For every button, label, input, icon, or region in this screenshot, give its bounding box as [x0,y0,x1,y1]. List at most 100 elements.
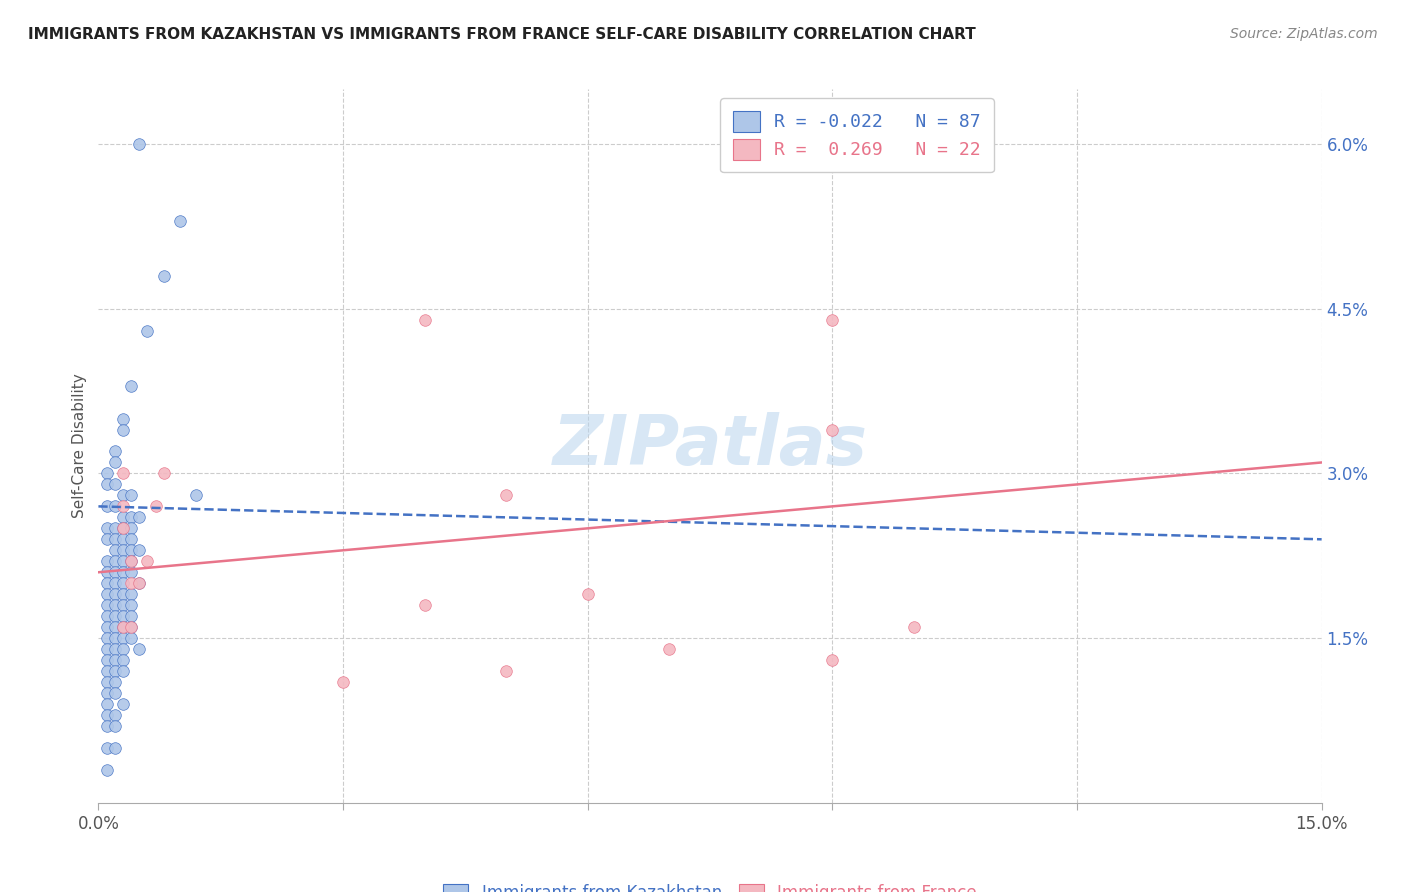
Point [120,566,142,580]
Point [111,423,134,437]
Point [96,620,118,634]
Point [104,620,127,634]
Point [96,664,118,678]
Point [104,642,127,657]
Point [96,653,118,667]
Point [111,488,134,502]
Point [821,312,844,326]
Point [120,620,142,634]
Point [120,378,142,392]
Point [96,697,118,711]
Point [96,554,118,568]
Point [104,576,127,591]
Point [111,631,134,645]
Point [658,642,681,657]
Point [332,675,354,690]
Point [186,488,208,502]
Point [120,533,142,547]
Point [128,137,150,152]
Point [96,763,118,777]
Point [96,533,118,547]
Point [104,587,127,601]
Point [104,609,127,624]
Point [120,587,142,601]
Point [104,521,127,535]
Point [136,554,159,568]
Point [413,598,436,612]
Point [96,566,118,580]
Point [128,576,150,591]
Point [111,664,134,678]
Point [136,324,159,338]
Point [111,587,134,601]
Point [96,631,118,645]
Point [104,500,127,514]
Point [96,477,118,491]
Point [104,598,127,612]
Point [104,653,127,667]
Point [152,268,174,283]
Y-axis label: Self-Care Disability: Self-Care Disability [72,374,87,518]
Point [104,708,127,723]
Point [120,521,142,535]
Point [111,576,134,591]
Point [111,620,134,634]
Point [120,554,142,568]
Point [111,653,134,667]
Point [104,686,127,700]
Point [111,609,134,624]
Point [111,642,134,657]
Point [96,576,118,591]
Point [104,740,127,755]
Point [104,533,127,547]
Point [96,587,118,601]
Point [821,423,844,437]
Point [104,719,127,733]
Point [169,214,191,228]
Point [120,576,142,591]
Point [152,467,174,481]
Point [120,488,142,502]
Point [96,708,118,723]
Point [145,500,167,514]
Point [495,488,517,502]
Point [104,455,127,469]
Point [111,411,134,425]
Point [111,543,134,558]
Text: Source: ZipAtlas.com: Source: ZipAtlas.com [1230,27,1378,41]
Point [96,609,118,624]
Point [111,566,134,580]
Point [495,664,517,678]
Point [104,631,127,645]
Point [96,521,118,535]
Point [413,312,436,326]
Point [111,510,134,524]
Point [96,467,118,481]
Point [903,620,925,634]
Legend: Immigrants from Kazakhstan, Immigrants from France: Immigrants from Kazakhstan, Immigrants f… [434,875,986,892]
Point [128,510,150,524]
Point [111,467,134,481]
Text: IMMIGRANTS FROM KAZAKHSTAN VS IMMIGRANTS FROM FRANCE SELF-CARE DISABILITY CORREL: IMMIGRANTS FROM KAZAKHSTAN VS IMMIGRANTS… [28,27,976,42]
Point [111,697,134,711]
Point [111,620,134,634]
Point [111,554,134,568]
Point [104,675,127,690]
Point [96,500,118,514]
Point [104,566,127,580]
Point [120,609,142,624]
Point [104,554,127,568]
Point [120,620,142,634]
Point [111,521,134,535]
Point [96,675,118,690]
Point [120,510,142,524]
Point [128,642,150,657]
Point [96,740,118,755]
Point [104,543,127,558]
Point [120,554,142,568]
Point [96,642,118,657]
Point [96,686,118,700]
Point [111,500,134,514]
Point [96,598,118,612]
Point [120,543,142,558]
